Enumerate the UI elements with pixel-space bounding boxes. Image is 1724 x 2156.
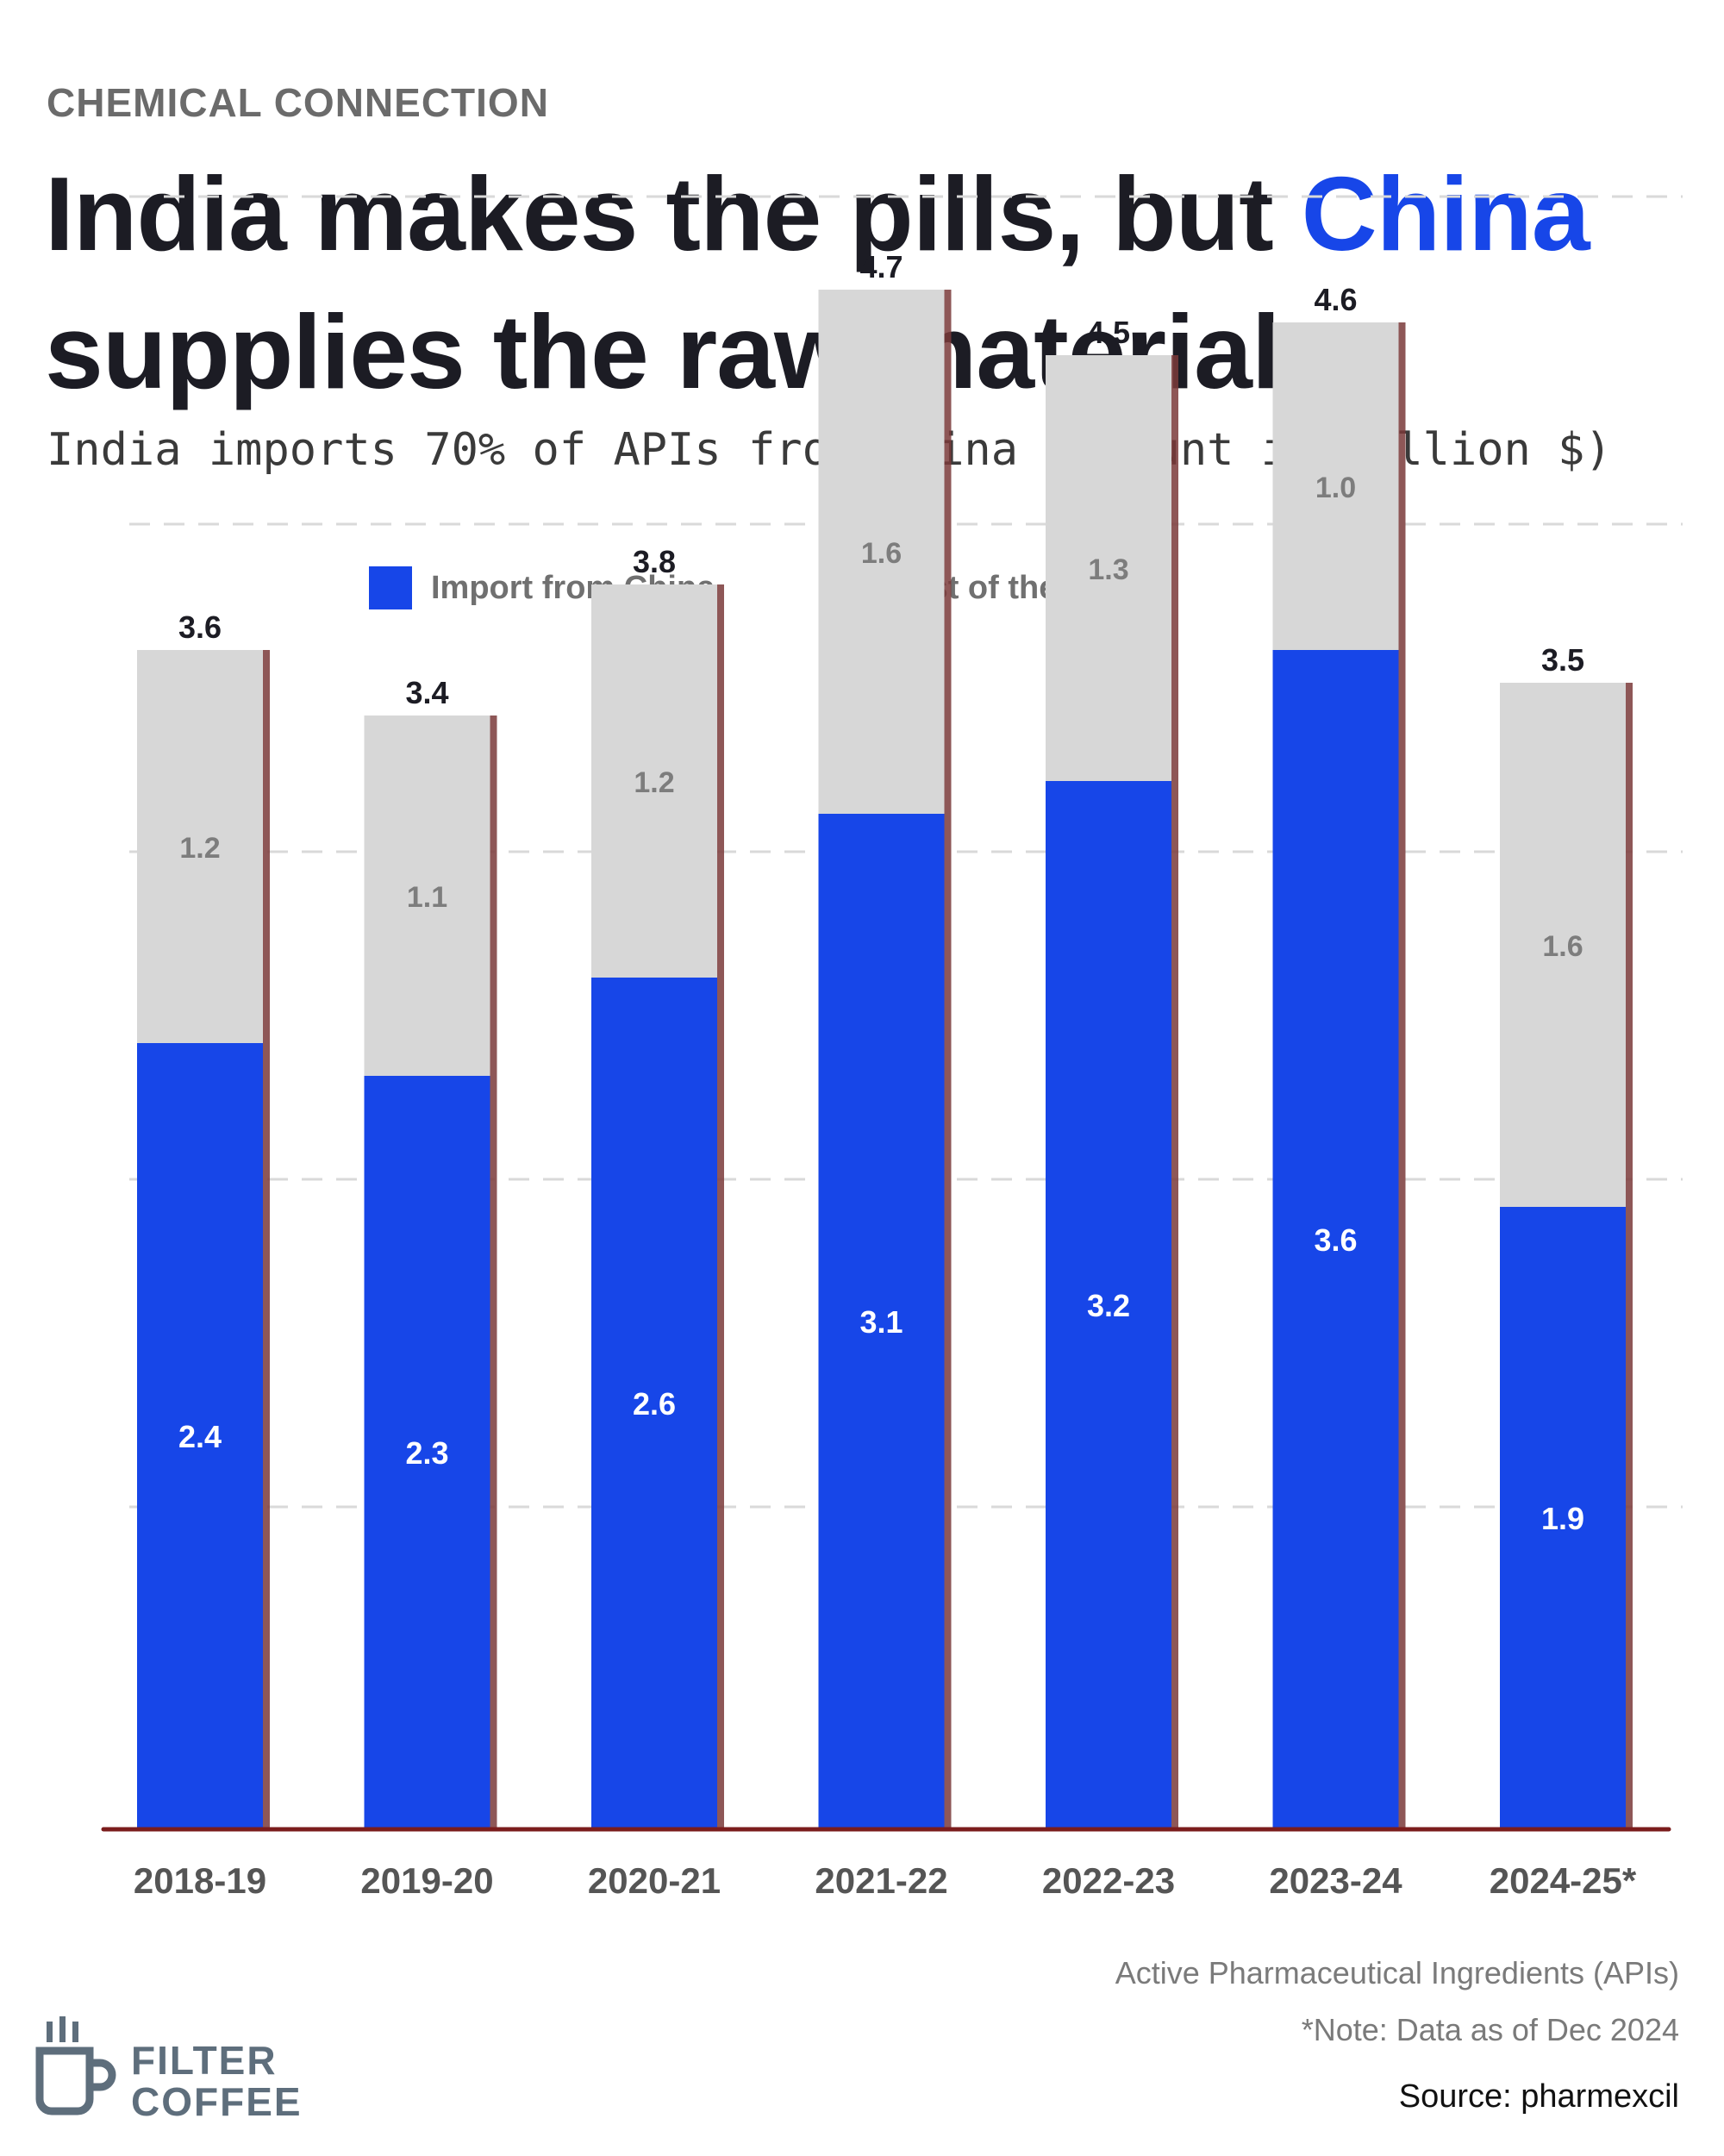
bar-shadow bbox=[490, 716, 497, 1829]
bar-china-label: 2.4 bbox=[178, 1419, 222, 1454]
bar-rest-segment bbox=[1046, 355, 1171, 781]
bar-rest-segment bbox=[137, 650, 263, 1043]
bar-rest-segment bbox=[591, 584, 717, 978]
legend-swatch-china bbox=[369, 566, 412, 609]
bar-rest-segment bbox=[1272, 322, 1399, 650]
bar-shadow bbox=[1626, 683, 1633, 1829]
bar-china-label: 2.3 bbox=[405, 1435, 448, 1471]
kicker-label: CHEMICAL CONNECTION bbox=[47, 80, 549, 125]
footnote-apis: Active Pharmaceutical Ingredients (APIs) bbox=[1115, 1955, 1679, 1990]
bar-total-label: 3.6 bbox=[178, 609, 222, 645]
bar-china-segment bbox=[1046, 781, 1171, 1829]
logo-text-filter: FILTER bbox=[131, 2038, 278, 2083]
footnote-date: *Note: Data as of Dec 2024 bbox=[1301, 2012, 1679, 2047]
x-tick-label: 2021-22 bbox=[815, 1860, 947, 1901]
bar-rest-segment bbox=[364, 716, 490, 1076]
logo-text-coffee: COFFEE bbox=[131, 2079, 303, 2124]
source-note: Source: pharmexcil bbox=[1398, 2078, 1679, 2115]
bar-china-segment bbox=[591, 978, 717, 1829]
bar-shadow bbox=[717, 584, 724, 1829]
bar-china-segment bbox=[137, 1043, 263, 1829]
bar-china-segment bbox=[818, 814, 945, 1829]
bar-total-label: 3.5 bbox=[1541, 642, 1584, 678]
bar-shadow bbox=[944, 290, 952, 1829]
x-tick-label: 2023-24 bbox=[1269, 1860, 1402, 1901]
filter-coffee-logo: FILTER COFFEE bbox=[34, 2013, 310, 2125]
bar-china-label: 3.2 bbox=[1087, 1288, 1130, 1323]
bar-china-segment bbox=[1500, 1207, 1626, 1829]
bar-rest-label: 1.3 bbox=[1088, 553, 1128, 586]
bar-rest-label: 1.6 bbox=[1542, 930, 1583, 963]
coffee-cup-icon bbox=[35, 2016, 116, 2115]
bar-total-label: 4.7 bbox=[859, 249, 903, 284]
bar-rest-segment bbox=[1500, 683, 1626, 1207]
bar-china-label: 3.1 bbox=[859, 1304, 903, 1340]
bar-rest-label: 1.1 bbox=[407, 881, 447, 914]
bar-china-label: 1.9 bbox=[1541, 1501, 1584, 1536]
bar-china-label: 2.6 bbox=[633, 1386, 676, 1422]
bar-shadow bbox=[263, 650, 270, 1829]
x-tick-label: 2020-21 bbox=[588, 1860, 721, 1901]
bar-shadow bbox=[1398, 322, 1406, 1829]
x-tick-label: 2019-20 bbox=[360, 1860, 493, 1901]
bar-rest-label: 1.0 bbox=[1315, 472, 1356, 504]
bar-china-segment bbox=[1272, 650, 1399, 1829]
x-tick-label: 2018-19 bbox=[134, 1860, 266, 1901]
bar-total-label: 3.4 bbox=[405, 675, 448, 710]
x-tick-label: 2024-25* bbox=[1490, 1860, 1637, 1901]
bar-rest-segment bbox=[818, 290, 945, 814]
title-highlight: China bbox=[1301, 155, 1590, 272]
bar-total-label: 4.5 bbox=[1087, 315, 1130, 350]
title-part1: India makes the pills, but bbox=[45, 155, 1302, 272]
bar-china-label: 3.6 bbox=[1314, 1222, 1357, 1258]
bar-rest-label: 1.6 bbox=[861, 537, 902, 570]
bar-shadow bbox=[1171, 355, 1178, 1829]
bar-total-label: 3.8 bbox=[633, 544, 676, 579]
bar-total-label: 4.6 bbox=[1314, 282, 1357, 317]
bar-rest-label: 1.2 bbox=[634, 766, 674, 799]
bar-china-segment bbox=[364, 1076, 490, 1829]
stacked-bar-chart: 3.6 1.2 2.4 2018-19 3.4 1.1 2.3 2019-20 3.8 1.2 2.… bbox=[101, 195, 1683, 1901]
x-tick-label: 2022-23 bbox=[1042, 1860, 1175, 1901]
bar-rest-label: 1.2 bbox=[179, 832, 220, 865]
